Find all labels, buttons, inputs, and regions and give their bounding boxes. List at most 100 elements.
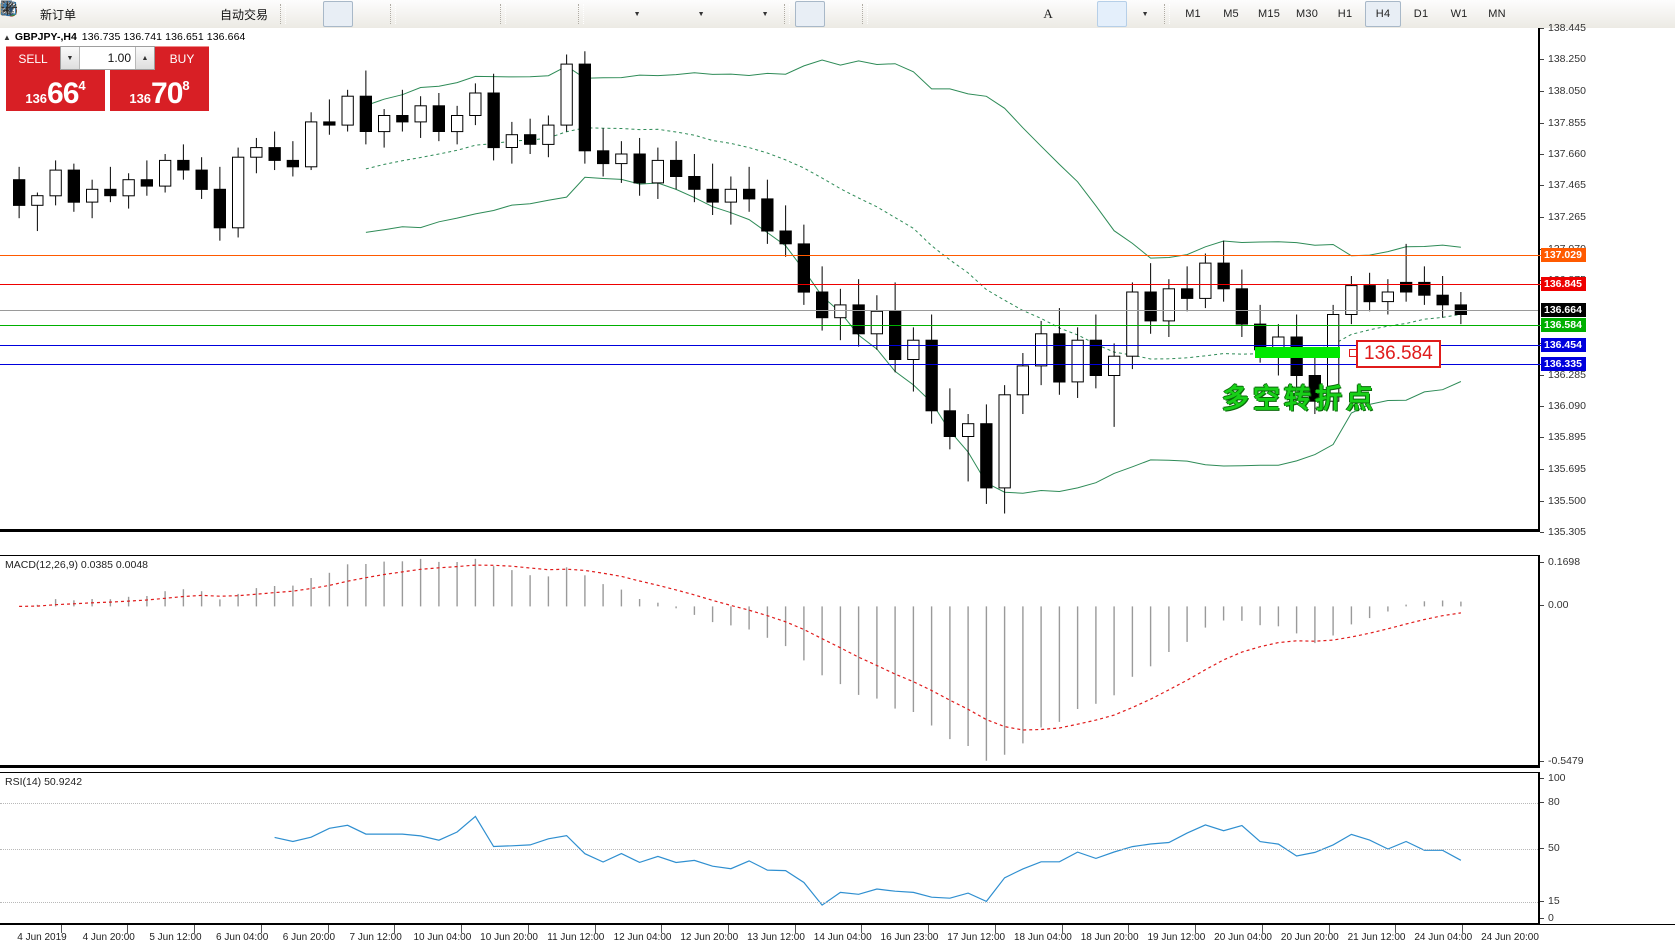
time-axis-separator <box>60 925 62 933</box>
chevron-down-icon[interactable]: ▼ <box>633 10 641 18</box>
profiles-icon[interactable] <box>1 1 147 27</box>
time-axis-label: 5 Jun 12:00 <box>149 932 202 943</box>
macd-pane[interactable] <box>0 555 1538 768</box>
turning-point-annotation[interactable]: 多空转折点 <box>1222 384 1377 414</box>
toolbar-separator <box>578 4 585 24</box>
volume-value[interactable]: 1.00 <box>107 51 131 65</box>
buy-button[interactable]: BUY <box>155 46 209 70</box>
sell-price-prefix: 136 <box>25 91 48 106</box>
timeframe-mn[interactable]: MN <box>1488 8 1506 20</box>
price-axis-tick: 137.465 <box>1540 179 1586 191</box>
horizontal-line-icon[interactable] <box>2 1 935 27</box>
market-watch-icon[interactable] <box>1 1 179 27</box>
price-axis-tick: 135.305 <box>1540 526 1586 538</box>
time-axis-separator <box>1128 925 1130 933</box>
volume-down-icon[interactable]: ▼ <box>61 47 80 69</box>
chevron-down-icon[interactable]: ▼ <box>761 10 769 18</box>
price-axis-tick: 135.895 <box>1540 431 1586 443</box>
chevron-down-icon[interactable]: ▼ <box>1141 10 1149 18</box>
sell-price-display[interactable]: 136 66 4 <box>6 70 105 111</box>
auto-scroll-icon[interactable] <box>1 1 541 27</box>
price-level-tag: 136.845 <box>1541 277 1586 291</box>
autotrading-label[interactable]: 自动交易 <box>220 7 269 22</box>
period-icon[interactable] <box>0 0 683 27</box>
price-level-line[interactable] <box>0 323 1551 328</box>
timeframe-d1[interactable]: D1 <box>1413 8 1429 20</box>
price-level-tag: 136.335 <box>1541 357 1586 371</box>
price-axis-tick: 136.285 <box>1540 369 1586 381</box>
timeframe-m1[interactable]: M1 <box>1185 8 1201 20</box>
new-order-label[interactable]: 新订单 <box>40 7 77 22</box>
rsi-pane[interactable] <box>0 772 1538 924</box>
time-axis-label: 12 Jun 04:00 <box>613 932 672 943</box>
text-icon[interactable]: A <box>1043 6 1053 21</box>
rsi-caption: RSI(14) 50.9242 <box>5 776 83 788</box>
chart-shift-icon[interactable] <box>1 1 573 27</box>
timeframe-h4[interactable]: H4 <box>1365 1 1402 27</box>
line-chart-icon[interactable] <box>1 1 385 27</box>
chevron-down-icon[interactable]: ▼ <box>697 10 705 18</box>
templates-icon[interactable] <box>0 1 747 27</box>
main-toolbar: 新订单 <box>0 0 1675 29</box>
crosshair-icon[interactable] <box>1 1 857 27</box>
time-axis-separator <box>1261 925 1263 933</box>
folder-icon[interactable] <box>0 1 115 27</box>
macd-axis[interactable]: 0.1698 0.00 -0.5479 <box>1538 555 1675 768</box>
price-level-line[interactable] <box>0 343 1551 348</box>
volume-up-icon[interactable]: ▲ <box>135 47 154 69</box>
time-axis-separator <box>1195 925 1197 933</box>
rsi-gridline <box>0 849 1538 850</box>
collapse-triangle-icon[interactable]: ▲ <box>3 32 11 42</box>
price-level-line[interactable] <box>0 362 1551 367</box>
trade-prices-row: 136 66 4 136 70 8 <box>6 70 209 111</box>
equidistant-channel-icon[interactable]: E <box>1 1 999 27</box>
timeframe-w1[interactable]: W1 <box>1450 8 1468 20</box>
rsi-canvas <box>274 815 1462 906</box>
time-axis-label: 10 Jun 04:00 <box>413 932 472 943</box>
text-label-icon[interactable]: T <box>1 1 1095 27</box>
one-click-trading-panel[interactable]: SELL ▼ 1.00 ▲ BUY 136 66 4 136 70 8 <box>6 46 209 111</box>
time-axis-separator <box>928 925 930 933</box>
time-axis-label: 11 Jun 12:00 <box>547 932 605 943</box>
price-axis-tick: 135.695 <box>1540 463 1586 475</box>
rsi-gridline <box>0 902 1538 904</box>
indicators-icon[interactable] <box>1 1 619 27</box>
price-level-line[interactable] <box>0 282 1551 287</box>
cursor-icon[interactable] <box>2 0 826 27</box>
vertical-line-icon[interactable] <box>6 1 903 27</box>
symbol-ohlc: 136.735 136.741 136.651 136.664 <box>81 31 246 43</box>
time-axis-separator <box>461 925 463 933</box>
timeframe-h1[interactable]: H1 <box>1337 8 1353 20</box>
timeframe-m15[interactable]: M15 <box>1258 8 1281 20</box>
price-level-line[interactable] <box>0 253 1551 258</box>
time-axis-label: 18 Jun 20:00 <box>1080 932 1139 943</box>
zoom-in-icon[interactable] <box>1 1 431 27</box>
trade-buttons-row: SELL ▼ 1.00 ▲ BUY <box>6 46 209 70</box>
price-chart-pane[interactable] <box>0 28 1538 532</box>
rsi-axis[interactable]: 100 80 50 15 0 <box>1538 772 1675 924</box>
data-window-icon[interactable] <box>1 1 495 27</box>
autotrading-icon[interactable] <box>1 1 211 27</box>
price-callout-box[interactable]: 136.584 <box>1356 340 1441 368</box>
toolbar-separator <box>1164 4 1171 24</box>
timeframe-m5[interactable]: M5 <box>1223 8 1239 20</box>
price-level-tag: 136.664 <box>1541 303 1586 317</box>
time-axis[interactable]: 4 Jun 2019 4 Jun 20:00 5 Jun 12:00 6 Jun 04… <box>0 924 1675 952</box>
bar-chart-icon[interactable] <box>1 1 321 27</box>
fibonacci-icon[interactable]: F <box>2 1 1031 27</box>
candlestick-chart-icon[interactable] <box>1 1 354 27</box>
sell-button[interactable]: SELL <box>6 46 60 70</box>
time-axis-label: 17 Jun 12:00 <box>947 932 1006 943</box>
time-axis-label: 20 Jun 04:00 <box>1214 932 1272 943</box>
shapes-icon[interactable] <box>3 1 1128 27</box>
zoom-out-icon[interactable] <box>1 1 463 27</box>
trend-line-icon[interactable] <box>2 1 967 27</box>
price-level-line[interactable] <box>0 310 1538 311</box>
timeframe-m30[interactable]: M30 <box>1296 8 1319 20</box>
time-axis-separator <box>260 925 262 933</box>
volume-stepper[interactable]: ▼ 1.00 ▲ <box>60 46 155 70</box>
time-axis-separator <box>1395 925 1397 933</box>
buy-price-display[interactable]: 136 70 8 <box>110 70 209 111</box>
time-axis-label: 21 Jun 12:00 <box>1347 932 1406 943</box>
time-axis-separator <box>1328 925 1330 933</box>
